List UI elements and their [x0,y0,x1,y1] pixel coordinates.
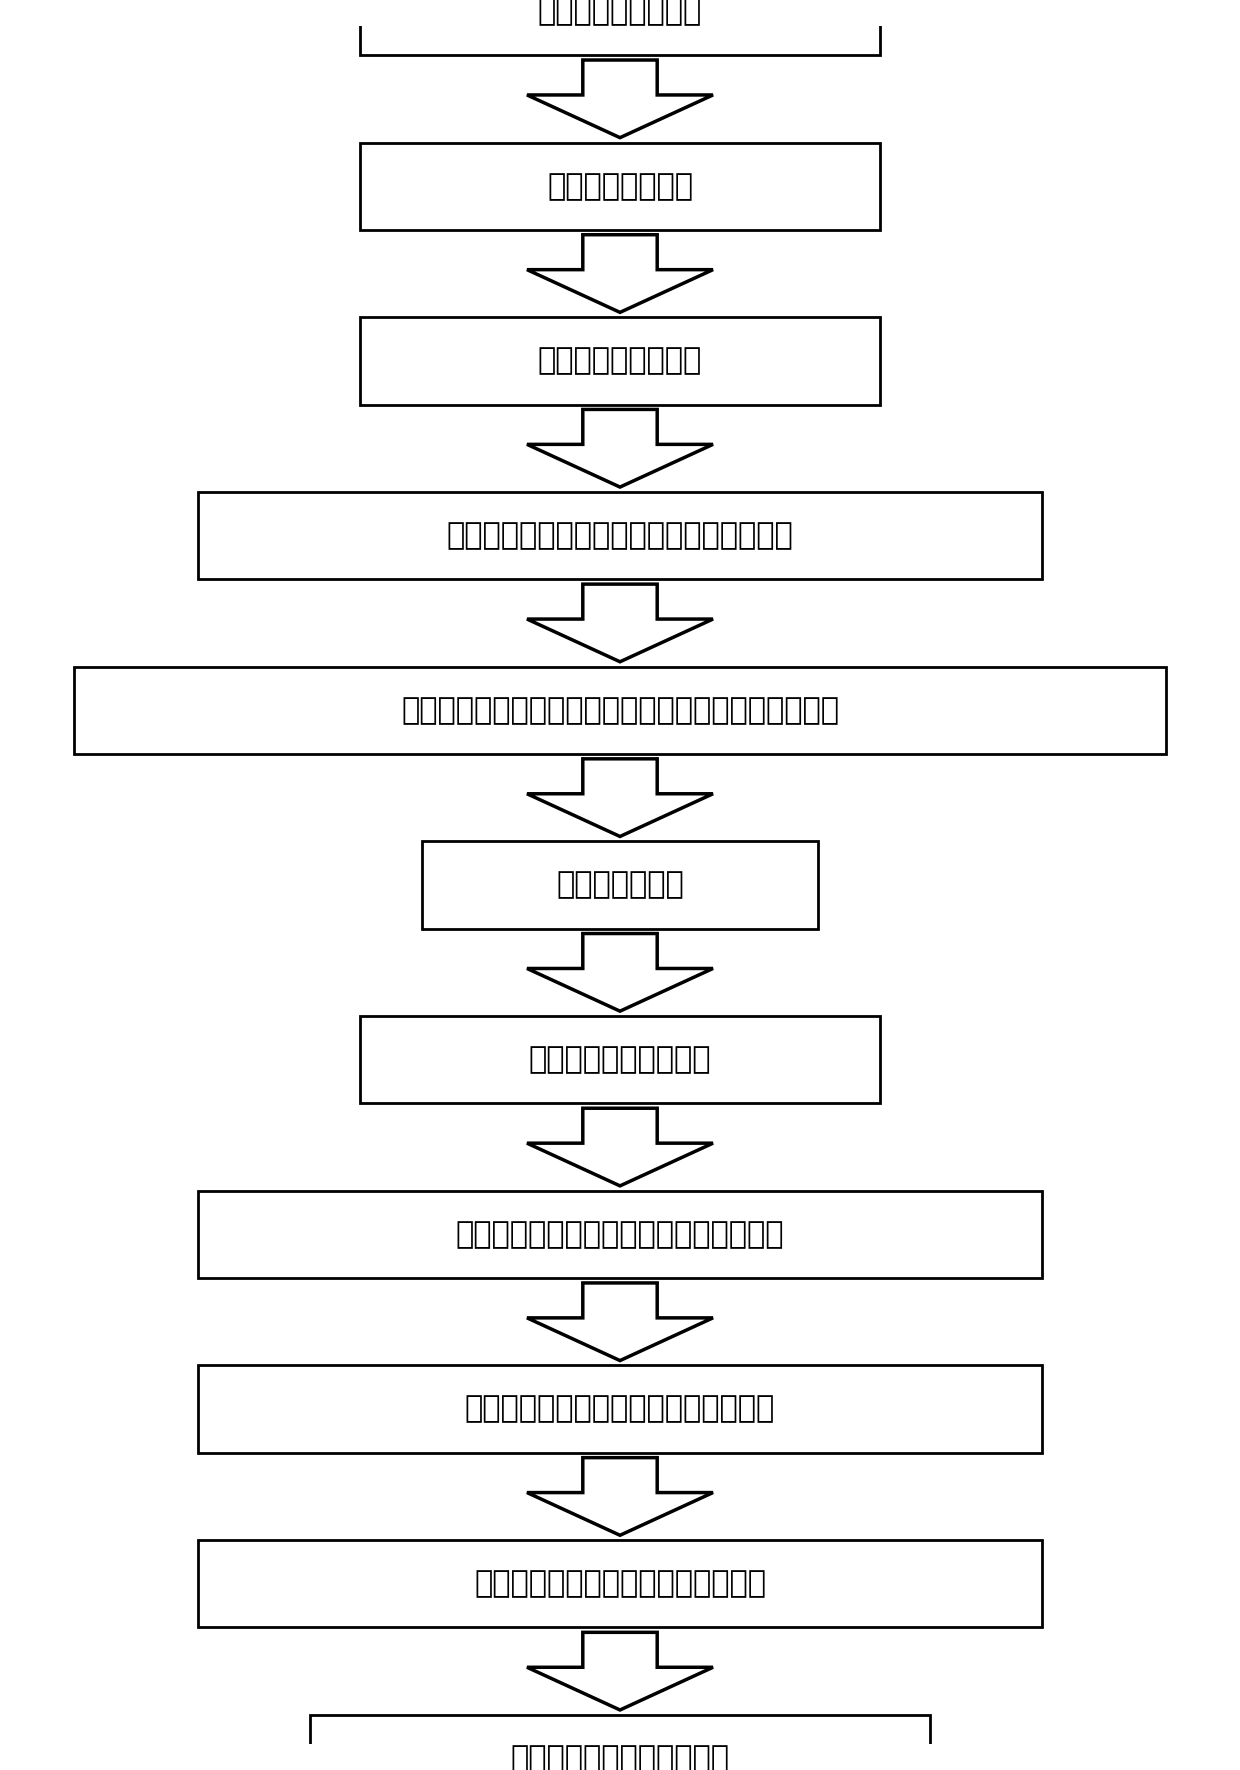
Text: 配制出硝酸锶溶液: 配制出硝酸锶溶液 [547,172,693,200]
Bar [198,1540,1042,1627]
Text: 配制出阴离子表面活性剂聚丙烯酰胺水溶液: 配制出阴离子表面活性剂聚丙烯酰胺水溶液 [446,520,794,550]
Text: 配制出阳离子表面活性剂十六烷基三甲基氯化铵水溶液: 配制出阳离子表面活性剂十六烷基三甲基氯化铵水溶液 [401,696,839,724]
Polygon shape [527,409,713,487]
Polygon shape [527,60,713,138]
Text: 制备表面活性剂改性的锶钛纳米沉淀物: 制备表面活性剂改性的锶钛纳米沉淀物 [465,1395,775,1423]
Text: 配制出钛酸丁酯溶液: 配制出钛酸丁酯溶液 [538,0,702,27]
Bar [422,841,818,929]
Bar [360,143,880,230]
Text: 制备片状钛酸锶纳米单晶体: 制备片状钛酸锶纳米单晶体 [511,1743,729,1770]
Bar [360,0,880,55]
Bar [74,667,1166,754]
Bar [198,1191,1042,1278]
Bar [198,492,1042,579]
Polygon shape [527,933,713,1011]
Text: 配制出醋酸溶液: 配制出醋酸溶液 [556,871,684,899]
Text: 制备表面活性剂改性的锶钛纳米试样: 制备表面活性剂改性的锶钛纳米试样 [474,1570,766,1598]
Polygon shape [527,1632,713,1710]
Text: 制备表面活性剂改性的碱性锶钛混合试样: 制备表面活性剂改性的碱性锶钛混合试样 [456,1220,784,1250]
Polygon shape [527,1458,713,1535]
Bar [198,1365,1042,1453]
Text: 制备碱性锶钛混合试样: 制备碱性锶钛混合试样 [528,1046,712,1074]
Polygon shape [527,1108,713,1186]
Polygon shape [527,759,713,837]
Polygon shape [527,235,713,312]
Bar [360,317,880,405]
Polygon shape [527,1283,713,1361]
Bar [310,1715,930,1770]
Polygon shape [527,584,713,662]
Text: 配制出氢氧化钠溶液: 配制出氢氧化钠溶液 [538,347,702,375]
Bar [360,1016,880,1103]
